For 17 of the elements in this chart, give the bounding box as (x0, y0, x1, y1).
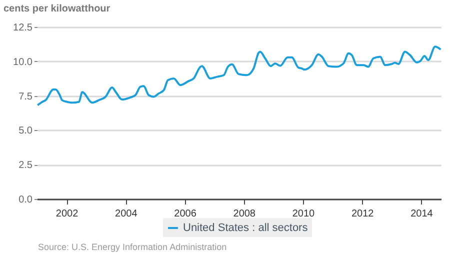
x-tick-label: 2006 (174, 208, 197, 220)
y-axis-title: cents per kilowatthour (4, 4, 110, 14)
x-tick-label: 2008 (233, 208, 256, 220)
y-tick-label: 2.5 (18, 160, 33, 172)
y-tick-label: 10.0 (13, 56, 33, 68)
y-tick-label: 7.5 (18, 91, 33, 102)
x-tick-label: 2002 (56, 208, 79, 220)
source-note: Source: U.S. Energy Information Administration (38, 242, 227, 252)
x-tick-label: 2004 (115, 208, 138, 220)
x-tick-label: 2010 (292, 208, 316, 220)
line-series (36, 46, 442, 106)
y-tick-label: 0.0 (18, 194, 33, 206)
y-tick-label: 5.0 (18, 126, 33, 137)
x-tick-label: 2014 (410, 208, 434, 220)
y-tick-label: 12.5 (13, 22, 33, 34)
legend-label: United States : all sectors (183, 222, 308, 234)
x-tick-label: 2012 (351, 208, 374, 220)
